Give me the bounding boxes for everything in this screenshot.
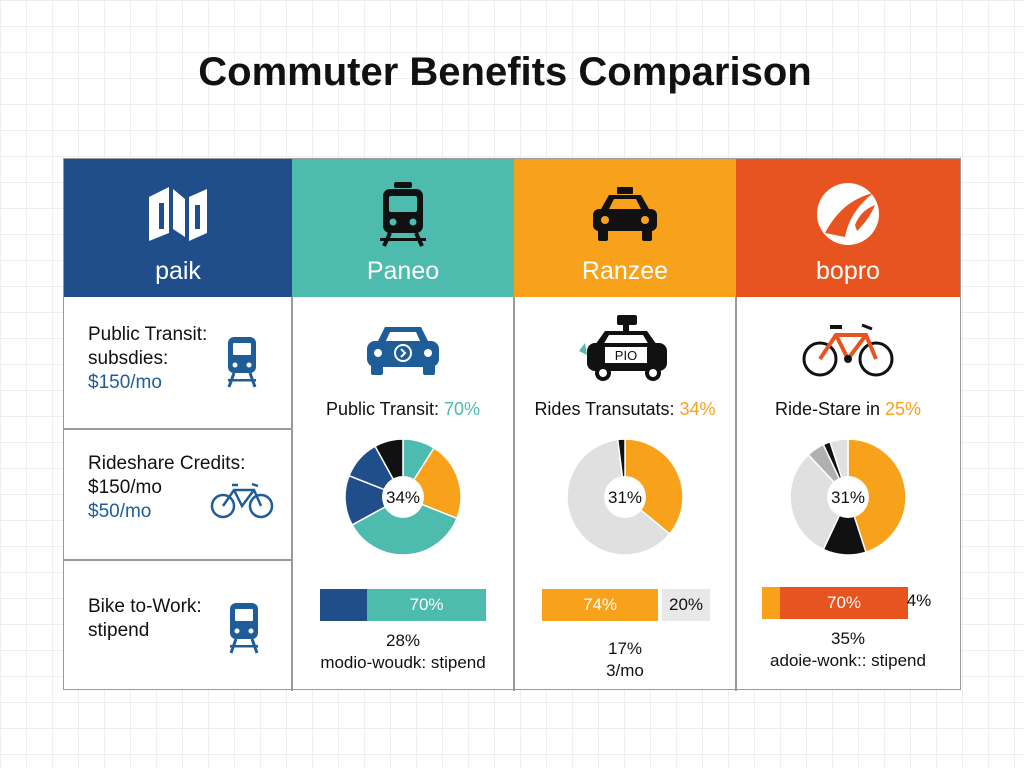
train-icon xyxy=(378,179,428,249)
sub-value: 17% xyxy=(607,639,643,658)
pie-hole xyxy=(604,476,646,518)
header-label: paik xyxy=(155,257,201,285)
row-public-transit: Public Transit: subsdies: $150/mo xyxy=(64,297,292,428)
row-amount: $50/mo xyxy=(88,501,152,522)
stacked-bar: 70% xyxy=(762,587,908,619)
column-bopro: Ride-Stare in 25% 31% 70% 4% 35% adoie-w… xyxy=(736,297,960,691)
row-amount: $150/mo xyxy=(88,372,162,393)
bar-segment xyxy=(762,587,780,619)
swoosh-logo-icon xyxy=(815,179,881,249)
pie-title-text: Public Transit: xyxy=(325,399,439,419)
pie-hole xyxy=(382,476,424,518)
car-icon xyxy=(292,319,514,379)
bar-segment: 70% xyxy=(367,589,486,621)
pie-title: Ride-Stare in 25% xyxy=(736,399,960,420)
sub-caption: modio-woudk: stipend xyxy=(320,653,486,672)
bicycle-icon xyxy=(736,319,960,379)
sub-caption: 3/mo xyxy=(606,661,644,680)
pie-title: Public Transit: 70% xyxy=(292,399,514,420)
pie-slice xyxy=(624,438,684,536)
pie-chart: 31% xyxy=(789,438,907,556)
taxi-sign-text: PIO xyxy=(615,348,637,363)
pie-slice xyxy=(351,496,458,556)
row-sublabel: subsdies: xyxy=(88,348,169,369)
sub-value: 35% xyxy=(830,629,866,648)
pie-center-label: 31% xyxy=(608,488,642,507)
header-label: bopro xyxy=(816,257,880,285)
row-rideshare-credits: Rideshare Credits: $150/mo $50/mo xyxy=(64,428,292,559)
header-paik: paik xyxy=(64,159,292,297)
comparison-panel: paik Paneo xyxy=(63,158,961,691)
row-sublabel: stipend xyxy=(88,620,150,641)
page-title: Commuter Benefits Comparison xyxy=(198,50,812,94)
bar-side-value: 4% xyxy=(906,591,932,610)
row-sublabel: $150/mo xyxy=(88,477,162,498)
row-divider xyxy=(64,428,292,430)
row-label: Public Transit: xyxy=(88,324,208,345)
column-paneo: Public Transit: 70% 34% 70% 28% modio-wo… xyxy=(292,297,514,691)
bar-segment: 74% xyxy=(542,589,658,621)
train-icon xyxy=(224,333,260,394)
pie-title-text: Ride-Stare in xyxy=(774,399,880,419)
header-ranzee: Ranzee xyxy=(514,159,736,297)
header-bopro: bopro xyxy=(736,159,960,297)
bar-side-value: 20% xyxy=(662,589,710,621)
pie-slice xyxy=(847,438,907,554)
column-ranzee: PIO Rides Transutats: 34% 31% 74% 20% 17… xyxy=(514,297,736,691)
pie-title-pct: 70% xyxy=(444,399,481,419)
bar-segment: 70% xyxy=(780,587,908,619)
logo-cube-icon xyxy=(145,179,211,249)
sub-value: 28% xyxy=(385,631,421,650)
sub-caption: adoie-wonk:: stipend xyxy=(770,651,926,670)
row-bike-to-work: Bike to-Work: stipend xyxy=(64,559,292,691)
pie-slice xyxy=(789,453,849,551)
pie-hole xyxy=(827,476,869,518)
stacked-bar: 70% xyxy=(320,589,486,621)
header-label: Paneo xyxy=(366,257,440,285)
taxi-icon xyxy=(589,179,661,249)
column-divider xyxy=(735,297,737,691)
taxi-icon: PIO xyxy=(514,311,736,385)
row-divider xyxy=(64,559,292,561)
pie-chart: 34% xyxy=(344,438,462,556)
column-divider xyxy=(291,297,293,691)
bar-segment xyxy=(320,589,367,621)
pie-center-label: 34% xyxy=(386,488,420,507)
header-label: Ranzee xyxy=(581,257,669,285)
row-label: Bike to-Work: xyxy=(88,596,202,617)
pie-title-pct: 34% xyxy=(679,399,716,419)
header-paneo: Paneo xyxy=(292,159,514,297)
train-icon xyxy=(226,599,262,660)
stacked-bar: 74% xyxy=(542,589,658,621)
pie-chart: 31% xyxy=(566,438,684,556)
column-divider xyxy=(513,297,515,691)
pie-title-pct: 25% xyxy=(885,399,922,419)
pie-center-label: 31% xyxy=(831,488,865,507)
bicycle-icon xyxy=(210,480,274,525)
row-label: Rideshare Credits: xyxy=(88,453,246,474)
pie-title-text: Rides Transutats: xyxy=(534,399,675,419)
pie-title: Rides Transutats: 34% xyxy=(514,399,736,420)
